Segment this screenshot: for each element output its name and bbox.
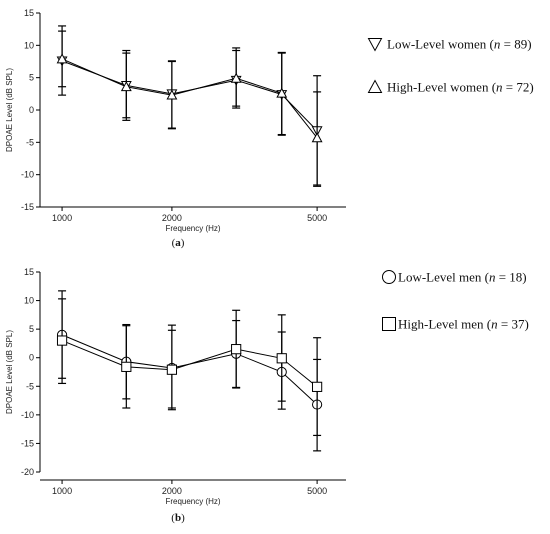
y-tick-label: -5 (26, 381, 34, 391)
y-tick-label: -10 (21, 170, 34, 180)
x-tick-label: 1000 (52, 486, 72, 496)
x-tick-label: 5000 (307, 213, 327, 223)
legend-label-part: High-Level women ( (387, 80, 496, 95)
data-point-triangle-up (230, 72, 242, 83)
panel-caption-part: ) (181, 512, 185, 524)
legend-marker-square (382, 317, 396, 331)
data-point-square (231, 344, 242, 355)
x-tick-label: 2000 (162, 486, 182, 496)
series-square (56, 298, 323, 437)
data-point-triangle-up (56, 53, 68, 64)
y-tick-label: -15 (21, 202, 34, 212)
legend-label-part: = 37) (498, 317, 529, 332)
legend-label: High-Level men (n = 37) (398, 317, 529, 332)
legend-label-part: n (494, 37, 501, 52)
data-point-triangle-up (166, 89, 178, 100)
panel-caption-part: b (175, 512, 181, 524)
y-tick-label: 0 (29, 353, 34, 363)
y-tick-label: -20 (21, 467, 34, 477)
panel-caption-part: ( (171, 512, 175, 524)
y-tick-label: 10 (24, 296, 34, 306)
y-tick-label: 15 (24, 267, 34, 277)
legend-marker-triangle-down (367, 37, 383, 52)
legend-label-part: n (491, 317, 498, 332)
panel-caption-part: a (175, 237, 181, 249)
y-tick-label: 5 (29, 73, 34, 83)
chart-panel-b: -20 -15 -10 -5 0 5 10 15 1000 2000 5000 Frequency (… (5, 267, 529, 524)
x-axis-title: Frequency (Hz) (165, 224, 220, 233)
x-tick-label: 2000 (162, 213, 182, 223)
legend-label: High-Level women (n = 72) (387, 80, 534, 95)
series-triangle-up (56, 30, 323, 187)
panel-caption-part: ( (172, 237, 176, 249)
data-point-square (166, 364, 178, 375)
y-axis-title: DPOAE Level (dB SPL) (5, 68, 14, 152)
chart-panel-a: -15 -10 -5 0 5 10 15 1000 2000 5000 Frequency (Hz)… (5, 8, 534, 249)
series-line (61, 58, 318, 139)
data-point-triangle-up (120, 81, 132, 92)
legend-marker-triangle-up (367, 79, 383, 94)
legend-label-part: Low-Level women ( (387, 37, 494, 52)
legend-label-part: n (489, 270, 496, 285)
series-line (61, 334, 318, 405)
y-tick-label: -5 (26, 137, 34, 147)
x-tick-label: 1000 (52, 213, 72, 223)
panel-caption: (a) (172, 237, 185, 249)
legend-label-part: = 18) (495, 270, 526, 285)
y-tick-label: -10 (21, 410, 34, 420)
legend-label: Low-Level men (n = 18) (398, 270, 527, 285)
y-axis-title: DPOAE Level (dB SPL) (5, 330, 14, 414)
x-axis-title: Frequency (Hz) (165, 497, 220, 506)
legend-label: Low-Level women (n = 89) (387, 37, 532, 52)
y-tick-label: 15 (24, 8, 34, 18)
y-tick-label: 0 (29, 105, 34, 115)
legend-label-part: = 89) (500, 37, 531, 52)
data-point-triangle-up (276, 87, 288, 98)
legend-label-part: n (496, 80, 503, 95)
data-point-square (121, 361, 132, 372)
data-point-square (276, 353, 287, 364)
y-tick-label: 5 (29, 324, 34, 334)
panel-caption-part: ) (181, 237, 185, 249)
legend-marker-circle (382, 270, 396, 284)
y-tick-label: 10 (24, 40, 34, 50)
panel-caption: (b) (171, 512, 185, 524)
data-point-square (56, 335, 68, 346)
legend-label-part: = 72) (503, 80, 534, 95)
data-point-triangle-up (311, 132, 323, 143)
x-tick-label: 5000 (307, 486, 327, 496)
series-line (61, 340, 318, 388)
legend-label-part: Low-Level men ( (398, 270, 489, 285)
y-tick-label: -15 (21, 438, 34, 448)
legend-label-part: High-Level men ( (398, 317, 491, 332)
data-point-square (312, 381, 323, 392)
